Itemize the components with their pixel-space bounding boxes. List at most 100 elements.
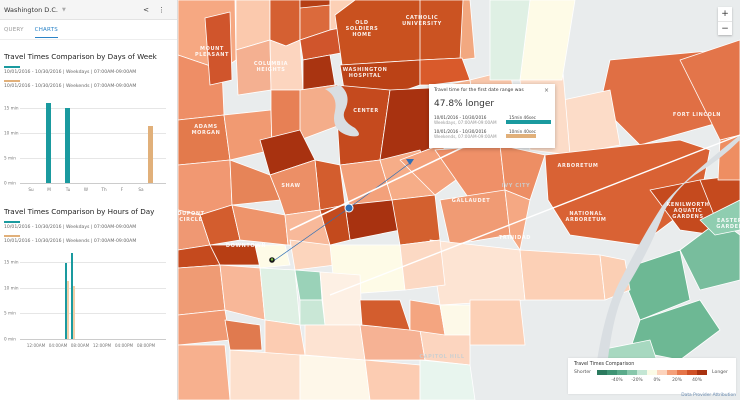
choropleth-map[interactable]: OLD SOLDIERS HOME CATHOLIC UNIVERSITY MO…	[178, 0, 740, 400]
popup-row-weekends: 10/01/2016 - 10/30/2016 Weekends, 07:00A…	[434, 129, 550, 139]
chevron-down-icon[interactable]: ▼	[61, 6, 66, 13]
sidebar: Washington D.C. ▼ < ⋮ QUERY CHARTS Trave…	[0, 0, 178, 400]
x-tick: Tu	[65, 187, 71, 192]
legend-item-weekdays: 10/01/2016 - 10/30/2016 | Weekdays | 07:…	[0, 221, 177, 230]
bar-chart: 15 min 10 min 5 min 0 min 12:00AM 04:00A…	[4, 252, 174, 352]
svg-text:MORGAN: MORGAN	[192, 130, 221, 136]
svg-text:HOME: HOME	[352, 32, 371, 38]
svg-text:TRINIDAD: TRINIDAD	[499, 235, 531, 241]
more-vertical-icon[interactable]: ⋮	[158, 5, 165, 14]
popup-duration: 10min 40sec	[509, 129, 536, 134]
svg-text:UNIVERSITY: UNIVERSITY	[402, 21, 442, 27]
svg-text:KENILWORTH: KENILWORTH	[666, 202, 709, 208]
travel-time-popup: Travel time for the first date range was…	[429, 84, 555, 148]
bar-weekends-8am[interactable]	[73, 286, 75, 339]
svg-text:ARBORETUM: ARBORETUM	[566, 217, 607, 223]
legend-swatch	[4, 66, 20, 68]
x-tick: W	[83, 187, 89, 192]
bar-chart: 15 min 10 min 5 min 0 min Su M Tu W Th F…	[4, 97, 174, 197]
zoom-out-button[interactable]: −	[718, 21, 732, 35]
legend-shorter-label: Shorter	[574, 370, 592, 375]
legend-label: 10/01/2016 - 10/30/2016 | Weekends | 07:…	[4, 84, 137, 89]
route-waypoint	[344, 203, 354, 213]
y-tick: 5 min	[4, 155, 16, 161]
svg-text:DOWNTOWN: DOWNTOWN	[226, 243, 266, 249]
popup-sub: Weekdays, 07:00AM-09:00AM	[434, 120, 497, 125]
legend-color-scale	[597, 370, 708, 375]
bar-weekends-7am[interactable]	[67, 281, 69, 339]
map-legend: Travel Times Comparison Shorter Longer -…	[568, 358, 736, 394]
legend-tick: -40%	[611, 378, 623, 383]
x-tick: 12:00AM	[26, 343, 46, 348]
y-tick: 15 min	[4, 105, 19, 111]
svg-text:SOLDIERS: SOLDIERS	[346, 26, 379, 32]
x-tick: M	[47, 187, 51, 192]
chart-hours-of-day: Travel Times Comparison by Hours of Day …	[0, 197, 177, 352]
legend-label: 10/01/2016 - 10/30/2016 | Weekends | 07:…	[4, 239, 137, 244]
chart-title: Travel Times Comparison by Days of Week	[4, 52, 157, 61]
legend-item-weekends: 10/01/2016 - 10/30/2016 | Weekends | 07:…	[0, 235, 177, 244]
y-tick: 15 min	[4, 259, 19, 265]
tab-bar: QUERY CHARTS	[0, 20, 177, 40]
legend-item-weekends: 10/01/2016 - 10/30/2016 | Weekends | 07:…	[0, 80, 177, 89]
x-tick: 04:00PM	[114, 343, 134, 348]
popup-row-weekdays: 10/01/2016 - 10/30/2016 Weekdays, 07:00A…	[434, 115, 551, 125]
x-tick: F	[120, 187, 124, 192]
svg-text:HEIGHTS: HEIGHTS	[257, 67, 286, 73]
svg-text:DUPONT: DUPONT	[178, 211, 205, 217]
popup-bar-weekdays	[506, 120, 551, 124]
data-provider-attribution-link[interactable]: Data Provider Attribution	[681, 393, 736, 398]
svg-text:CIRCLE: CIRCLE	[179, 217, 202, 223]
legend-label: 10/01/2016 - 10/30/2016 | Weekdays | 07:…	[4, 225, 137, 230]
svg-text:AQUATIC: AQUATIC	[674, 208, 703, 214]
svg-text:COLUMBIA: COLUMBIA	[254, 61, 288, 67]
svg-text:WASHINGTON: WASHINGTON	[343, 67, 388, 73]
close-icon[interactable]: ×	[543, 87, 549, 94]
legend-tick: 40%	[692, 378, 702, 383]
svg-text:HOSPITAL: HOSPITAL	[349, 73, 382, 79]
y-tick: 10 min	[4, 130, 19, 136]
svg-text:GARDENS: GARDENS	[672, 214, 703, 220]
bar-weekdays-tu[interactable]	[65, 108, 70, 183]
chart-title: Travel Times Comparison by Hours of Day	[4, 207, 155, 216]
bar-weekdays-7am[interactable]	[65, 263, 67, 339]
x-tick: 08:00AM	[70, 343, 90, 348]
popup-sub: Weekends, 07:00AM-09:00AM	[434, 134, 497, 139]
svg-text:CAPITOL HILL: CAPITOL HILL	[419, 354, 464, 360]
legend-tick: 20%	[672, 378, 682, 383]
map-canvas[interactable]: OLD SOLDIERS HOME CATHOLIC UNIVERSITY MO…	[178, 0, 740, 400]
svg-text:MOUNT: MOUNT	[200, 46, 224, 52]
y-tick: 0 min	[4, 180, 16, 186]
chart-days-of-week: Travel Times Comparison by Days of Week …	[0, 40, 177, 197]
tab-query[interactable]: QUERY	[4, 26, 24, 33]
x-tick: Su	[28, 187, 34, 192]
zoom-in-button[interactable]: +	[721, 9, 729, 19]
popup-title: Travel time for the first date range was	[434, 88, 524, 93]
legend-swatch	[4, 80, 20, 82]
bar-weekdays-m[interactable]	[46, 103, 51, 183]
tab-charts[interactable]: CHARTS	[34, 21, 59, 39]
popup-bar-weekends	[506, 134, 536, 138]
sidebar-header: Washington D.C. ▼ < ⋮	[0, 0, 177, 20]
svg-text:ARBORETUM: ARBORETUM	[558, 163, 599, 169]
legend-item-weekdays: 10/01/2016 - 10/30/2016 | Weekdays | 07:…	[0, 66, 177, 75]
svg-text:NATIONAL: NATIONAL	[569, 211, 602, 217]
svg-text:IVY CITY: IVY CITY	[502, 183, 530, 189]
popup-date: 10/01/2016 - 10/30/2016	[434, 115, 487, 120]
svg-text:EASTERN: EASTERN	[717, 218, 740, 224]
x-tick: 12:00PM	[92, 343, 112, 348]
share-icon[interactable]: <	[143, 5, 149, 14]
x-tick: Sa	[138, 187, 144, 192]
legend-tick: 0%	[653, 378, 661, 383]
city-selector[interactable]: Washington D.C.	[4, 5, 58, 14]
svg-text:PLEASANT: PLEASANT	[195, 52, 229, 58]
popup-duration: 15min 46sec	[509, 115, 536, 120]
bar-weekends-sa[interactable]	[148, 126, 153, 183]
svg-text:ADAMS: ADAMS	[194, 124, 217, 130]
bar-weekdays-8am[interactable]	[71, 253, 73, 339]
svg-text:CATHOLIC: CATHOLIC	[406, 15, 439, 21]
popup-headline: 47.8% longer	[434, 99, 495, 109]
y-tick: 5 min	[4, 310, 16, 316]
x-tick: 08:00PM	[136, 343, 156, 348]
